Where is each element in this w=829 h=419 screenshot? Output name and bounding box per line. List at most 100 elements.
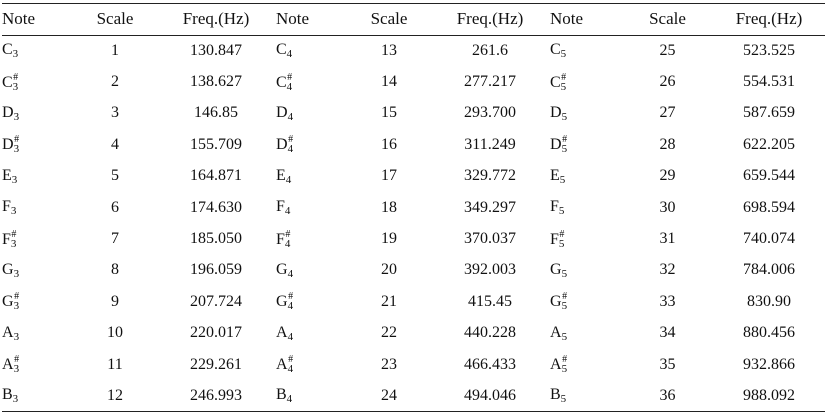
sharp-sign: #: [288, 291, 294, 303]
note-cell: E4: [276, 161, 348, 192]
scale-cell: 10: [107, 324, 123, 342]
table-row: D3 3 146.85 D4 15 293.700 D5 27 587.659: [2, 98, 825, 129]
note-letter: F: [276, 230, 285, 248]
scale-cell: 26: [659, 73, 676, 91]
frequency-cell: 494.046: [430, 380, 550, 413]
table-row: F3 6 174.630 F4 18 349.297 F5 30 698.594: [2, 192, 825, 223]
scale-cell: 29: [659, 167, 676, 185]
note-octave: 4: [287, 300, 294, 313]
scale-cell: 17: [381, 167, 397, 185]
frequency-cell: 698.594: [743, 198, 795, 216]
frequency-cell: 349.297: [464, 198, 516, 216]
frequency-cell: 554.531: [743, 73, 795, 91]
frequency-cell: 174.630: [190, 198, 242, 216]
frequency-cell: 740.074: [743, 230, 795, 248]
note-letter: F: [2, 230, 11, 248]
note-letter: G: [550, 260, 562, 278]
scale-cell: 23: [381, 355, 397, 373]
scale-cell: 12: [74, 380, 156, 413]
frequency-cell: 587.659: [743, 104, 795, 122]
sharp-sign: #: [287, 71, 293, 83]
note-cell: G4#: [276, 286, 348, 317]
frequency-cell: 622.205: [743, 135, 795, 153]
note-octave: 5: [561, 110, 568, 123]
note-octave: 3: [11, 173, 18, 186]
scale-cell: 7: [111, 230, 119, 248]
note-letter: A: [550, 356, 562, 374]
note-letter: G: [276, 260, 288, 278]
note-cell: A4: [276, 318, 348, 349]
note-letter: F: [550, 198, 559, 216]
note-cell: A4#: [276, 349, 348, 380]
scale-cell: 22: [381, 324, 397, 342]
scale-cell: 32: [659, 261, 676, 279]
frequency-cell: 138.627: [190, 73, 242, 91]
scale-cell: 18: [381, 198, 397, 216]
frequency-cell: 329.772: [464, 167, 516, 185]
note-letter: A: [2, 356, 14, 374]
table-row: E3 5 164.871 E4 17 329.772 E5 29 659.544: [2, 161, 825, 192]
frequency-cell: 830.90: [747, 292, 791, 310]
scale-cell: 13: [381, 41, 397, 59]
note-octave: 5: [558, 237, 565, 250]
frequency-cell: 146.85: [194, 104, 238, 122]
note-cell: C3#: [2, 66, 74, 97]
scale-cell: 31: [659, 230, 676, 248]
note-letter: A: [276, 323, 288, 341]
note-octave: 4: [287, 267, 294, 280]
scale-cell: 16: [381, 135, 397, 153]
note-octave: 3: [12, 393, 19, 406]
note-cell: A3#: [2, 349, 74, 380]
note-cell: F4: [276, 192, 348, 223]
note-letter: D: [276, 136, 288, 154]
note-letter: A: [550, 323, 562, 341]
frequency-cell: 220.017: [190, 324, 242, 342]
frequency-cell: 370.037: [464, 230, 516, 248]
sharp-sign: #: [285, 228, 291, 240]
note-cell: F5#: [550, 223, 622, 254]
table-row: B3 12 246.993 B4 24 494.046 B5 36 988.092: [2, 380, 825, 413]
note-cell: D3#: [2, 129, 74, 160]
note-letter: D: [550, 103, 562, 121]
header-row: Note Scale Freq.(Hz) Note Scale Freq.(Hz…: [2, 3, 825, 36]
note-cell: A3: [2, 318, 74, 349]
table-row: F3# 7 185.050 F4# 19 370.037 F5# 31 740.074: [2, 223, 825, 254]
note-octave: 4: [287, 143, 294, 156]
frequency-cell: 229.261: [190, 355, 242, 373]
sharp-sign: #: [559, 228, 565, 240]
scale-cell: 28: [659, 135, 676, 153]
note-octave: 5: [559, 173, 566, 186]
scale-cell: 1: [111, 41, 119, 59]
note-cell: E5: [550, 161, 622, 192]
note-cell: D5#: [550, 129, 622, 160]
frequency-cell: 392.003: [464, 261, 516, 279]
frequency-cell: 185.050: [190, 230, 242, 248]
note-octave: 5: [561, 143, 568, 156]
frequency-cell: 164.871: [190, 167, 242, 185]
note-cell: D3: [2, 98, 74, 129]
scale-cell: 36: [622, 380, 713, 413]
note-cell: B3: [2, 380, 74, 413]
frequency-cell: 293.700: [464, 104, 516, 122]
note-cell: B5: [550, 380, 622, 413]
note-letter: E: [550, 166, 560, 184]
note-octave: 4: [286, 80, 293, 93]
frequency-cell: 988.092: [713, 380, 825, 413]
frequency-cell: 880.456: [743, 324, 795, 342]
note-letter: C: [2, 41, 13, 59]
note-octave: 3: [13, 363, 20, 376]
note-frequency-table: Note Scale Freq.(Hz) Note Scale Freq.(Hz…: [2, 3, 825, 413]
sharp-sign: #: [11, 228, 17, 240]
note-octave: 3: [10, 205, 17, 218]
frequency-cell: 440.228: [464, 324, 516, 342]
note-cell: A5: [550, 318, 622, 349]
frequency-cell: 659.544: [743, 167, 795, 185]
scale-cell: 34: [659, 324, 676, 342]
note-letter: G: [2, 260, 14, 278]
note-octave: 4: [286, 393, 293, 406]
frequency-cell: 130.847: [190, 41, 242, 59]
note-cell: B4: [276, 380, 348, 413]
note-octave: 3: [13, 110, 20, 123]
sharp-sign: #: [562, 291, 568, 303]
note-cell: E3: [2, 161, 74, 192]
